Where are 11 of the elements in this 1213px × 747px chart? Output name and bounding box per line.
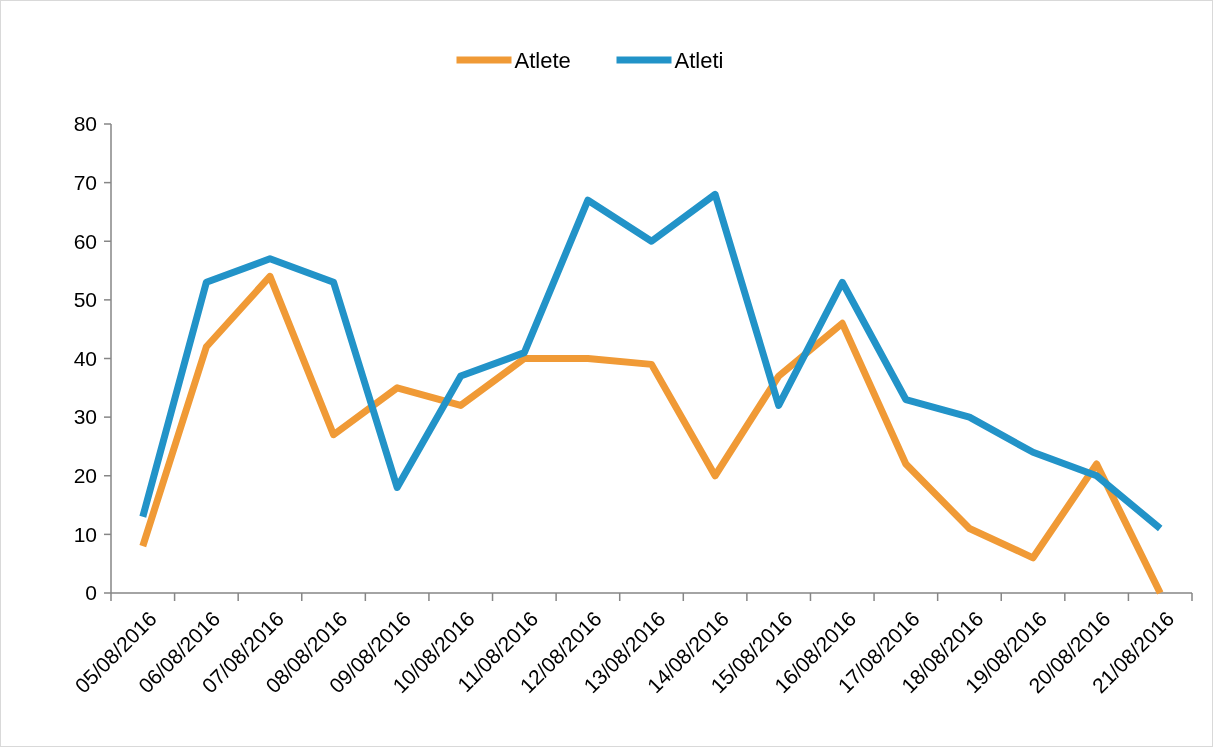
y-tick-label: 60 — [73, 229, 97, 253]
y-tick-label: 0 — [85, 581, 97, 605]
y-tick-label: 40 — [73, 346, 97, 370]
y-tick-label: 30 — [73, 405, 97, 429]
y-tick-label: 20 — [73, 464, 97, 488]
legend-label: Atlete — [514, 47, 571, 73]
y-tick-label: 70 — [73, 170, 97, 194]
legend-label: Atleti — [674, 47, 724, 73]
y-tick-label: 80 — [73, 112, 97, 136]
y-tick-label: 10 — [73, 522, 97, 546]
y-tick-label: 50 — [73, 288, 97, 312]
